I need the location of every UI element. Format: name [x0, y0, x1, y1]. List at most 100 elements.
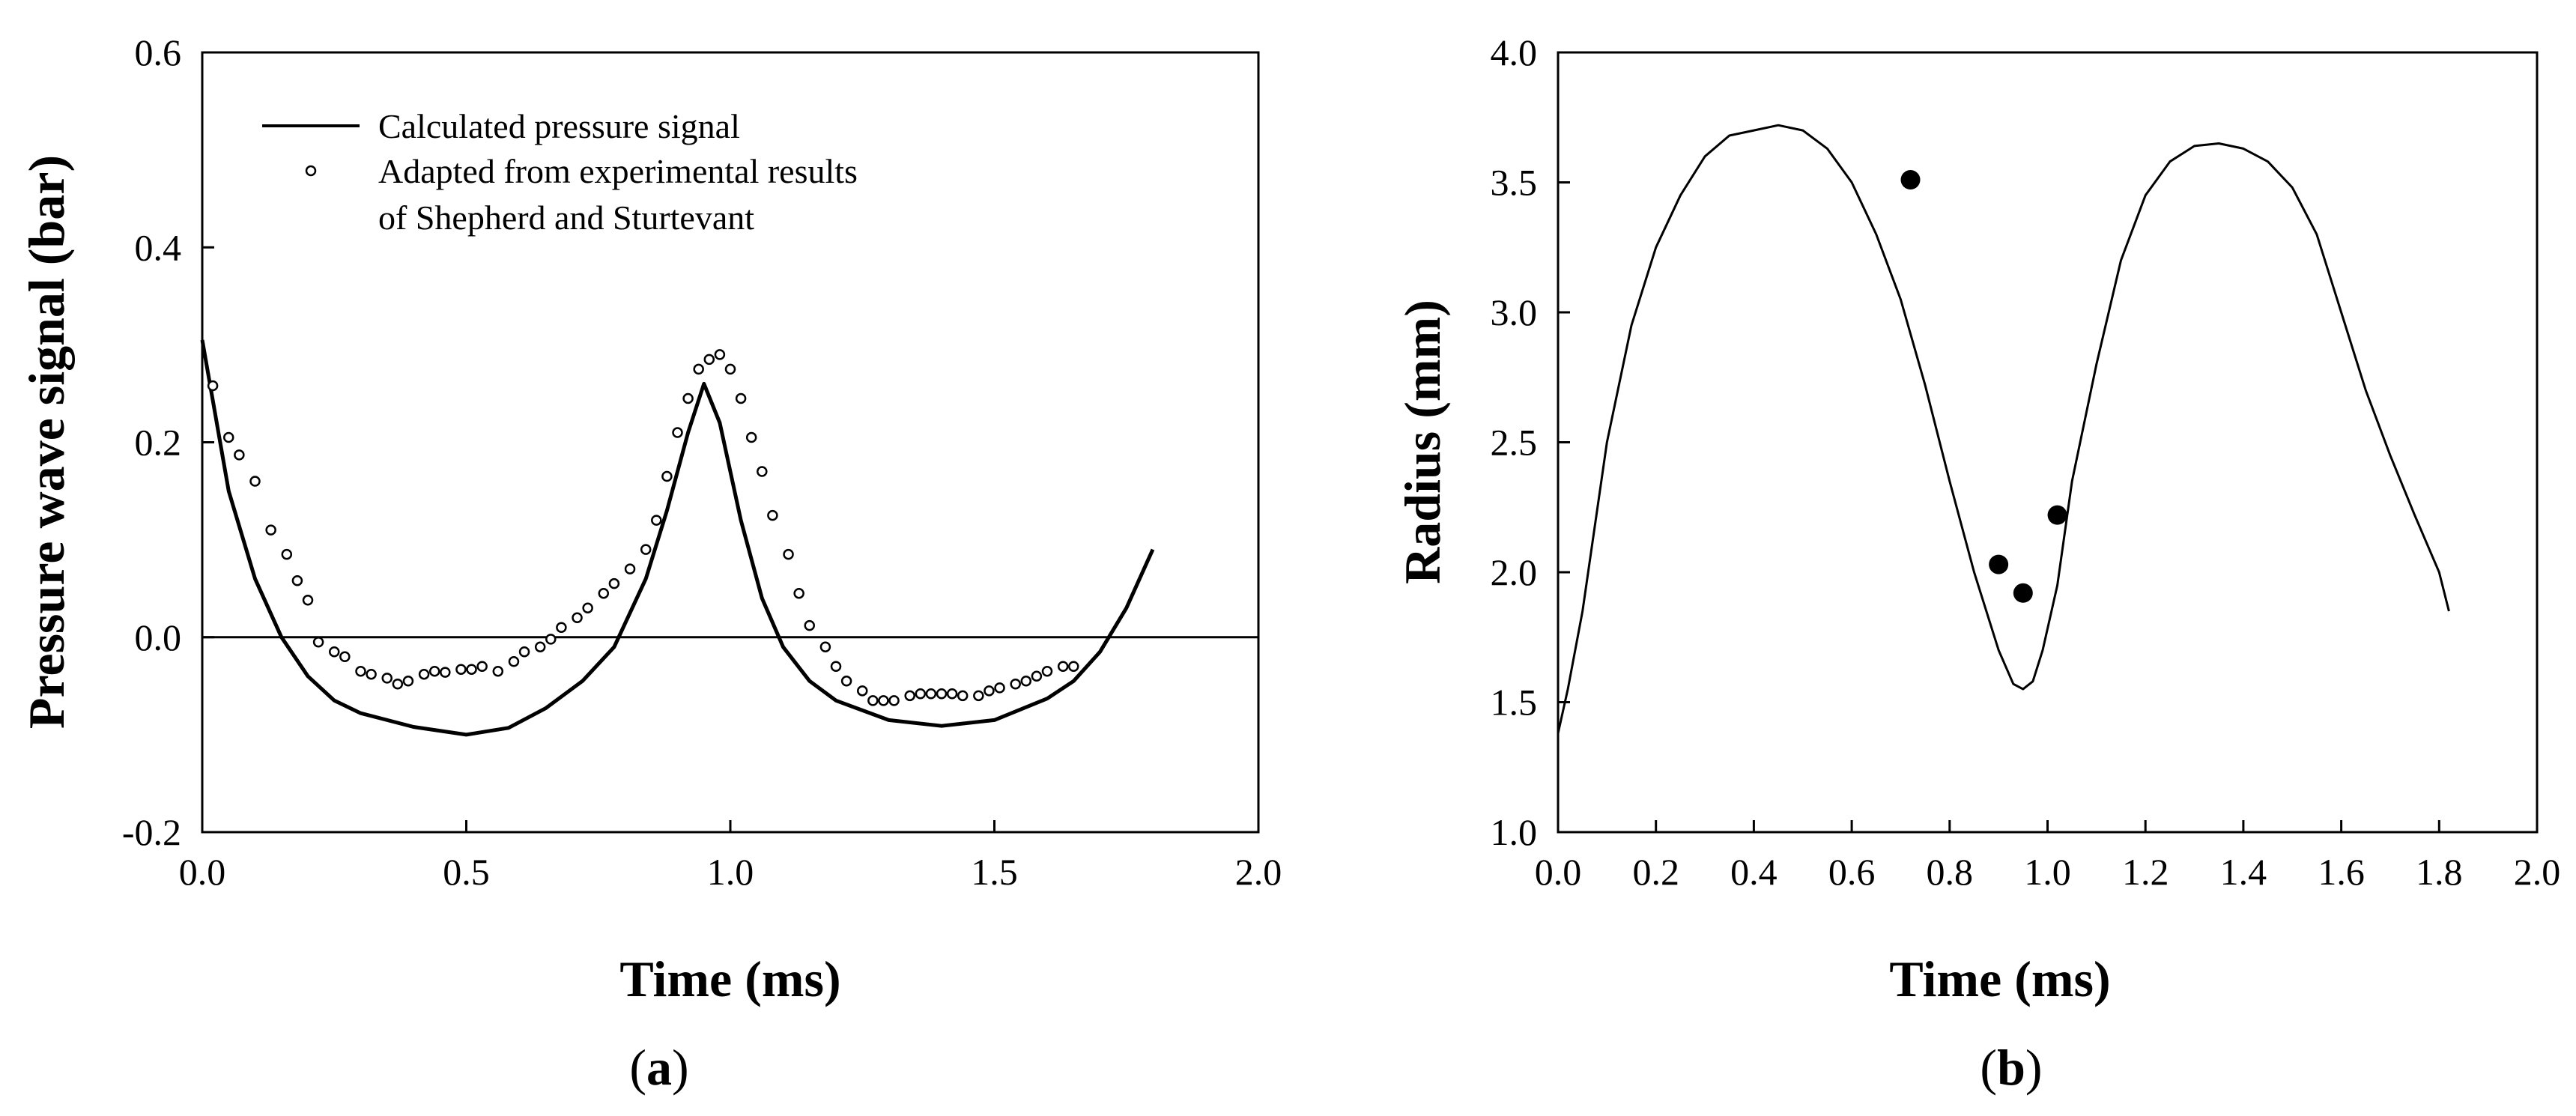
data-point-open — [640, 544, 652, 555]
data-point-open — [366, 668, 377, 680]
a-x-tick-label: 2.0 — [1235, 851, 1282, 893]
data-point-open — [545, 634, 557, 645]
data-point-open — [804, 619, 815, 631]
data-point-open — [556, 622, 567, 633]
data-point-open — [355, 666, 366, 677]
data-point-open — [745, 431, 757, 443]
series-line — [1557, 124, 2450, 734]
a-y-tick-label: 0.6 — [135, 31, 182, 73]
data-point-open — [492, 666, 504, 677]
data-point-open — [1020, 676, 1032, 687]
a-x-tick-label: 0.0 — [179, 851, 226, 893]
panel-b-measured-points — [1900, 170, 2067, 603]
data-point-open — [476, 661, 488, 673]
data-point-open — [682, 392, 694, 404]
data-point-open — [994, 682, 1005, 694]
data-point-open — [339, 651, 351, 663]
b-x-tick-label: 0.6 — [1828, 851, 1876, 893]
data-point-open — [946, 688, 958, 700]
legend-entry-experimental-line2: of Shepherd and Sturtevant — [378, 198, 754, 237]
data-point-filled — [2047, 505, 2067, 525]
data-point-open — [466, 664, 477, 675]
data-point-open — [703, 354, 715, 366]
data-point-open — [984, 685, 995, 697]
a-y-tick-label: 0.0 — [135, 616, 182, 658]
data-point-open — [888, 695, 900, 706]
data-point-open — [329, 646, 340, 658]
data-point-open — [936, 688, 948, 700]
data-point-open — [904, 690, 915, 702]
data-point-open — [1068, 661, 1079, 673]
b-x-tick-label: 1.4 — [2220, 851, 2267, 893]
data-point-open — [392, 678, 404, 690]
data-point-open — [572, 612, 583, 623]
panel-a-x-axis-title: Time (ms) — [619, 950, 840, 1007]
data-point-open — [402, 676, 414, 687]
data-point-open — [598, 587, 610, 599]
data-point-open — [857, 685, 868, 697]
b-x-tick-label: 0.2 — [1632, 851, 1679, 893]
b-y-tick-label: 1.0 — [1491, 811, 1538, 853]
b-x-tick-label: 1.6 — [2318, 851, 2365, 893]
data-point-open — [651, 515, 662, 526]
data-point-open — [249, 476, 261, 487]
data-point-open — [767, 509, 778, 521]
panel-b-ticks: 0.0 0.2 0.4 0.6 0.8 1.0 1.2 1.4 1.6 1.8 2.0 1.0 1.5 2… — [1491, 31, 2561, 893]
a-x-tick-label: 0.5 — [443, 851, 490, 893]
legend-entry-experimental-line1: Adapted from experimental results — [378, 152, 858, 190]
data-point-open — [624, 563, 636, 574]
data-point-open — [819, 641, 831, 653]
data-point-open — [223, 431, 234, 443]
panel-b-chart: 0.0 0.2 0.4 0.6 0.8 1.0 1.2 1.4 1.6 1.8 2.0 1.0 1.5 2… — [1394, 31, 2560, 1096]
data-point-open — [440, 667, 451, 678]
b-y-tick-label: 4.0 — [1491, 31, 1538, 73]
data-point-open — [878, 695, 889, 706]
data-point-open — [418, 668, 430, 680]
a-x-tick-label: 1.0 — [707, 851, 754, 893]
data-point-open — [265, 524, 276, 536]
data-point-open — [508, 656, 520, 667]
data-point-open — [867, 695, 879, 706]
b-y-tick-label: 1.5 — [1491, 682, 1538, 724]
a-y-tick-label: 0.4 — [135, 226, 182, 268]
data-point-open — [973, 690, 984, 702]
legend-entry-calculated: Calculated pressure signal — [378, 107, 740, 145]
data-point-open — [534, 641, 546, 653]
data-point-open — [428, 666, 440, 677]
data-point-open — [291, 575, 303, 586]
a-y-tick-label: -0.2 — [122, 811, 181, 853]
data-point-open — [518, 646, 530, 658]
data-point-open — [312, 637, 324, 648]
panel-a-legend: Calculated pressure signal Adapted from … — [262, 107, 858, 237]
a-y-tick-label: 0.2 — [135, 422, 182, 464]
data-point-open — [608, 577, 620, 589]
panel-b-x-axis-title: Time (ms) — [1889, 950, 2110, 1007]
b-x-tick-label: 1.8 — [2416, 851, 2463, 893]
panel-a-y-axis-title: Pressure wave signal (bar) — [18, 155, 75, 729]
b-x-tick-label: 0.4 — [1730, 851, 1778, 893]
data-point-open — [1057, 661, 1069, 673]
data-point-open — [207, 380, 219, 392]
data-point-open — [724, 363, 736, 375]
data-point-filled — [2013, 583, 2033, 603]
data-point-open — [714, 349, 726, 360]
panel-b-label: (b) — [1980, 1039, 2042, 1096]
data-point-open — [281, 548, 293, 560]
data-point-open — [234, 449, 245, 461]
a-x-tick-label: 1.5 — [971, 851, 1018, 893]
b-y-tick-label: 3.0 — [1491, 291, 1538, 333]
panel-a-label: (a) — [629, 1039, 688, 1096]
data-point-open — [830, 661, 842, 673]
data-point-open — [783, 548, 794, 560]
data-point-open — [1031, 670, 1043, 682]
b-y-tick-label: 2.5 — [1491, 422, 1538, 464]
b-y-tick-label: 3.5 — [1491, 162, 1538, 204]
b-x-tick-label: 1.2 — [2122, 851, 2169, 893]
data-point-open — [302, 595, 314, 606]
panel-b-calculated-line — [1557, 124, 2450, 734]
data-point-open — [757, 466, 768, 477]
b-x-tick-label: 0.8 — [1927, 851, 1974, 893]
b-y-tick-label: 2.0 — [1491, 551, 1538, 593]
data-point-open — [582, 602, 593, 613]
data-point-filled — [1900, 170, 1921, 190]
